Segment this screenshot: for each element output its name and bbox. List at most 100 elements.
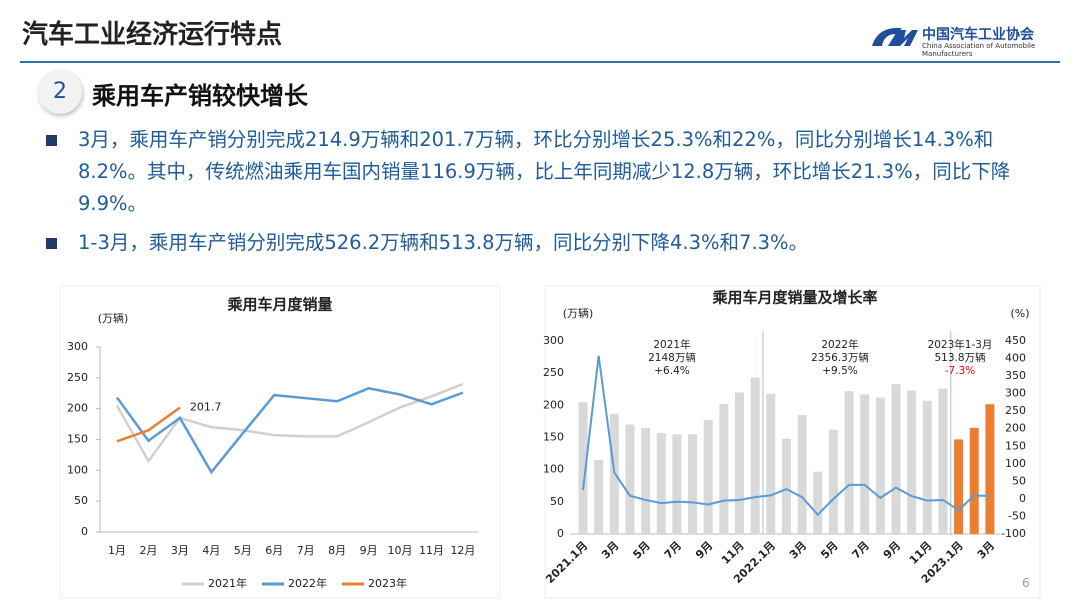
y2-tick-label: 300 bbox=[1005, 387, 1026, 400]
x-tick-label: 4月 bbox=[202, 544, 220, 557]
x-tick-label: 6月 bbox=[265, 544, 283, 557]
bar bbox=[750, 377, 760, 534]
y-tick-label: 300 bbox=[543, 334, 564, 347]
y2-tick-label: 200 bbox=[1005, 422, 1026, 435]
y-tick-label: 250 bbox=[543, 366, 564, 379]
line bbox=[582, 355, 990, 517]
y2-tick-label: 450 bbox=[1005, 334, 1026, 347]
x-tick-label: 11月 bbox=[907, 539, 935, 567]
x-tick-label: 12月 bbox=[450, 544, 475, 557]
y-axis-label: (万辆) bbox=[98, 311, 129, 325]
x-tick-label: 5月 bbox=[234, 544, 252, 557]
bar bbox=[985, 404, 995, 534]
header-title: 汽车工业经济运行特点 bbox=[22, 20, 283, 50]
bar bbox=[969, 427, 979, 534]
y-tick-label: 0 bbox=[81, 525, 88, 538]
y-tick-label: 300 bbox=[67, 340, 88, 353]
bar bbox=[922, 400, 932, 534]
annotation: +6.4% bbox=[654, 365, 689, 377]
bar bbox=[735, 392, 744, 534]
y-tick-label: 200 bbox=[67, 402, 88, 415]
annotation: 2023年1-3月 bbox=[928, 338, 993, 351]
bar bbox=[828, 429, 838, 534]
annotation: 2356.3万辆 bbox=[811, 351, 869, 364]
y2-tick-label: 50 bbox=[1012, 474, 1026, 487]
y2-tick-label: 400 bbox=[1005, 352, 1026, 365]
bar bbox=[656, 432, 666, 534]
annotation: 2022年 bbox=[821, 338, 858, 351]
y-tick-label: 250 bbox=[67, 371, 88, 384]
x-tick-label: 2021.1月 bbox=[543, 539, 590, 586]
y-tick-label: 100 bbox=[67, 463, 88, 476]
x-tick-label: 11月 bbox=[419, 544, 444, 557]
y2-tick-label: 100 bbox=[1005, 457, 1026, 470]
annotation: -7.3% bbox=[945, 365, 975, 377]
bullet-text: 3月，乘用车产销分别完成214.9万辆和201.7万辆，环比分别增长25.3%和… bbox=[78, 128, 1011, 215]
x-tick-label: 9月 bbox=[693, 539, 715, 561]
x-tick-label: 3月 bbox=[599, 539, 621, 561]
logo-cn: 中国汽车工业协会 bbox=[922, 27, 1034, 43]
y-tick-label: 150 bbox=[543, 431, 564, 444]
x-tick-label: 5月 bbox=[818, 539, 840, 561]
bar bbox=[594, 460, 604, 534]
bar bbox=[641, 427, 651, 534]
bar bbox=[797, 414, 807, 534]
y2-tick-label: 150 bbox=[1005, 439, 1026, 452]
bar bbox=[875, 397, 885, 534]
chart-frame bbox=[59, 285, 501, 599]
bar bbox=[703, 420, 713, 534]
annotation: +9.5% bbox=[822, 365, 857, 377]
line bbox=[115, 382, 464, 464]
y-tick-label: 50 bbox=[550, 495, 564, 508]
annotation: 2021年 bbox=[653, 338, 690, 351]
logo-mark bbox=[872, 27, 918, 46]
bar bbox=[688, 434, 698, 534]
y-tick-label: 200 bbox=[543, 398, 564, 411]
bullet: 3月，乘用车产销分别完成214.9万辆和201.7万辆，环比分别增长25.3%和… bbox=[46, 124, 1046, 220]
x-tick-label: 5月 bbox=[630, 539, 652, 561]
x-tick-label: 7月 bbox=[297, 544, 315, 557]
data-label: 201.7 bbox=[190, 401, 222, 414]
bar bbox=[954, 439, 964, 534]
section-number: 2 bbox=[38, 70, 82, 114]
bullet-text: 1-3月，乘用车产销分别完成526.2万辆和513.8万辆，同比分别下降4.3%… bbox=[78, 231, 809, 254]
bar bbox=[907, 390, 917, 534]
line bbox=[115, 387, 464, 475]
logo-en: China Association of Automobile Manufact… bbox=[922, 42, 1036, 58]
x-tick-label: 3月 bbox=[171, 544, 189, 557]
annotation: 513.8万辆 bbox=[934, 351, 985, 364]
chart-title: 乘用车月度销量及增长率 bbox=[711, 289, 877, 307]
bar bbox=[625, 424, 635, 534]
legend-label: 2023年 bbox=[368, 576, 407, 590]
y-axis-label: (万辆) bbox=[563, 306, 594, 320]
y2-tick-label: -50 bbox=[1008, 509, 1026, 522]
chart-title: 乘用车月度销量 bbox=[226, 296, 332, 314]
bar bbox=[891, 384, 901, 534]
y2-tick-label: 350 bbox=[1005, 369, 1026, 382]
x-tick-label: 9月 bbox=[881, 539, 903, 561]
y2-tick-label: 250 bbox=[1005, 404, 1026, 417]
y2-axis-label: (%) bbox=[1010, 307, 1029, 320]
y-tick-label: 100 bbox=[543, 463, 564, 476]
chart-frame bbox=[544, 285, 1041, 599]
header-rule bbox=[20, 61, 1060, 63]
x-tick-label: 7月 bbox=[850, 539, 872, 561]
bar bbox=[578, 402, 588, 534]
x-tick-label: 10月 bbox=[388, 544, 413, 557]
line bbox=[116, 406, 181, 443]
bar bbox=[813, 471, 823, 534]
bullet: 1-3月，乘用车产销分别完成526.2万辆和513.8万辆，同比分别下降4.3%… bbox=[46, 227, 1046, 259]
bar bbox=[719, 404, 729, 534]
y2-tick-label: 0 bbox=[1019, 492, 1026, 505]
y-tick-label: 150 bbox=[67, 433, 88, 446]
x-tick-label: 11月 bbox=[719, 539, 747, 567]
x-tick-label: 7月 bbox=[662, 539, 684, 561]
bar bbox=[860, 394, 870, 534]
bar bbox=[938, 388, 948, 534]
legend-label: 2021年 bbox=[208, 576, 247, 590]
page-number: 6 bbox=[1022, 576, 1030, 590]
x-tick-label: 1月 bbox=[108, 544, 126, 557]
y-tick-label: 0 bbox=[557, 527, 564, 540]
